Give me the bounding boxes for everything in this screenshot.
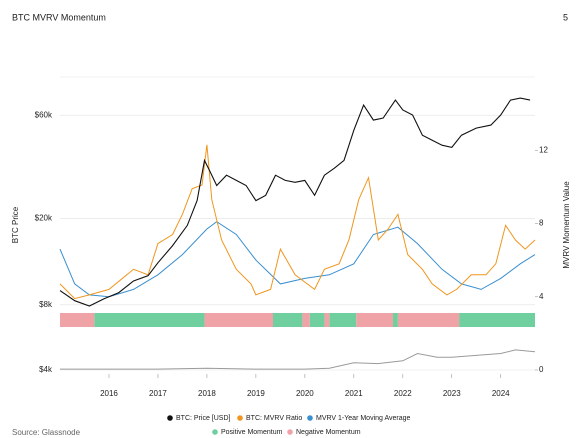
y-axis-label: BTC Price bbox=[11, 206, 20, 243]
legend-marker bbox=[287, 429, 293, 435]
momentum-band bbox=[204, 313, 274, 327]
series-line bbox=[59, 221, 536, 298]
legend-marker bbox=[212, 429, 218, 435]
chart-title: BTC MVRV Momentum bbox=[12, 12, 106, 22]
legend-label: BTC: Price [USD] bbox=[176, 415, 231, 422]
momentum-band bbox=[392, 313, 398, 327]
momentum-band bbox=[356, 313, 393, 327]
series-line bbox=[59, 97, 531, 307]
momentum-band bbox=[397, 313, 460, 327]
x-tick-label: 2023 bbox=[443, 389, 461, 398]
legend-label: Negative Momentum bbox=[296, 429, 361, 436]
x-tick-label: 2018 bbox=[198, 389, 216, 398]
y2-axis-label: MVRV Momentum Value bbox=[562, 181, 571, 269]
legend-label: BTC: MVRV Ratio bbox=[246, 415, 302, 422]
momentum-band bbox=[324, 313, 330, 327]
y-tick-label: $60k bbox=[35, 110, 53, 119]
source: Source: Glassnode bbox=[12, 428, 81, 437]
y2-tick-label: 0 bbox=[539, 365, 544, 374]
x-tick-label: 2022 bbox=[394, 389, 412, 398]
y2-tick-label: 12 bbox=[539, 145, 548, 154]
x-tick-label: 2017 bbox=[149, 389, 167, 398]
page-number: 5 bbox=[563, 12, 568, 22]
x-tick-label: 2019 bbox=[247, 389, 265, 398]
y-tick-label: $4k bbox=[39, 365, 53, 374]
legend-label: Positive Momentum bbox=[221, 429, 283, 436]
x-tick-label: 2024 bbox=[492, 389, 510, 398]
legend-marker bbox=[237, 415, 243, 421]
momentum-band bbox=[60, 313, 95, 327]
y2-tick-label: 4 bbox=[539, 292, 544, 301]
momentum-band bbox=[459, 313, 535, 327]
legend-marker bbox=[167, 415, 173, 421]
series-line bbox=[59, 144, 536, 300]
legend-label: MVRV 1-Year Moving Average bbox=[316, 415, 411, 422]
legend-marker bbox=[307, 415, 313, 421]
y2-tick-label: 8 bbox=[539, 219, 544, 228]
y-tick-label: $8k bbox=[39, 300, 53, 309]
y-tick-label: $20k bbox=[35, 214, 53, 223]
momentum-band bbox=[94, 313, 205, 327]
momentum-band bbox=[329, 313, 357, 327]
x-tick-label: 2016 bbox=[100, 389, 118, 398]
x-tick-label: 2021 bbox=[345, 389, 363, 398]
x-tick-label: 2020 bbox=[296, 389, 314, 398]
momentum-band bbox=[309, 313, 325, 327]
series-line bbox=[60, 349, 536, 370]
momentum-band bbox=[302, 313, 310, 327]
momentum-band bbox=[273, 313, 303, 327]
